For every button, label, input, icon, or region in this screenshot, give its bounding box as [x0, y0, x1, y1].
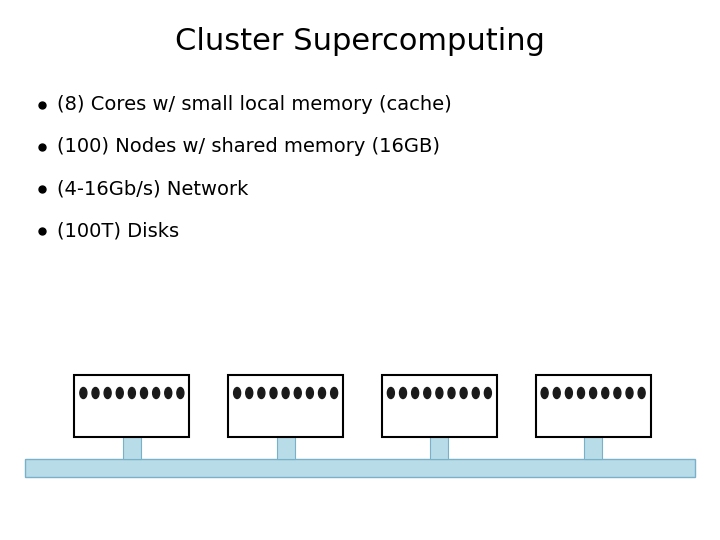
Ellipse shape [590, 388, 597, 399]
Ellipse shape [448, 388, 455, 399]
Ellipse shape [412, 388, 418, 399]
Ellipse shape [258, 388, 265, 399]
Ellipse shape [472, 388, 480, 399]
Text: (4-16Gb/s) Network: (4-16Gb/s) Network [57, 179, 248, 199]
Ellipse shape [565, 388, 572, 399]
Ellipse shape [638, 388, 645, 399]
Ellipse shape [246, 388, 253, 399]
Ellipse shape [541, 388, 548, 399]
Ellipse shape [177, 388, 184, 399]
Ellipse shape [80, 388, 87, 399]
Ellipse shape [282, 388, 289, 399]
Ellipse shape [153, 388, 160, 399]
Ellipse shape [387, 388, 395, 399]
Text: (8) Cores w/ small local memory (cache): (8) Cores w/ small local memory (cache) [57, 96, 451, 114]
Ellipse shape [116, 388, 123, 399]
Bar [382, 375, 497, 437]
Ellipse shape [128, 388, 135, 399]
Text: (100) Nodes w/ shared memory (16GB): (100) Nodes w/ shared memory (16GB) [57, 138, 440, 157]
Ellipse shape [577, 388, 585, 399]
Ellipse shape [270, 388, 277, 399]
Text: (100T) Disks: (100T) Disks [57, 221, 179, 240]
Text: Cluster Supercomputing: Cluster Supercomputing [175, 28, 545, 57]
Bar [431, 437, 449, 459]
Ellipse shape [602, 388, 608, 399]
Ellipse shape [294, 388, 301, 399]
Ellipse shape [400, 388, 407, 399]
Ellipse shape [140, 388, 148, 399]
Ellipse shape [318, 388, 325, 399]
Ellipse shape [485, 388, 491, 399]
Bar [276, 437, 294, 459]
Ellipse shape [626, 388, 633, 399]
Bar [536, 375, 651, 437]
Ellipse shape [165, 388, 172, 399]
Ellipse shape [460, 388, 467, 399]
Ellipse shape [233, 388, 240, 399]
Ellipse shape [92, 388, 99, 399]
Ellipse shape [424, 388, 431, 399]
Bar [584, 437, 602, 459]
Ellipse shape [436, 388, 443, 399]
Ellipse shape [614, 388, 621, 399]
Ellipse shape [553, 388, 560, 399]
Ellipse shape [307, 388, 313, 399]
Ellipse shape [104, 388, 111, 399]
Bar [25, 459, 695, 477]
Bar [74, 375, 189, 437]
Bar [228, 375, 343, 437]
Ellipse shape [330, 388, 338, 399]
Bar [123, 437, 141, 459]
